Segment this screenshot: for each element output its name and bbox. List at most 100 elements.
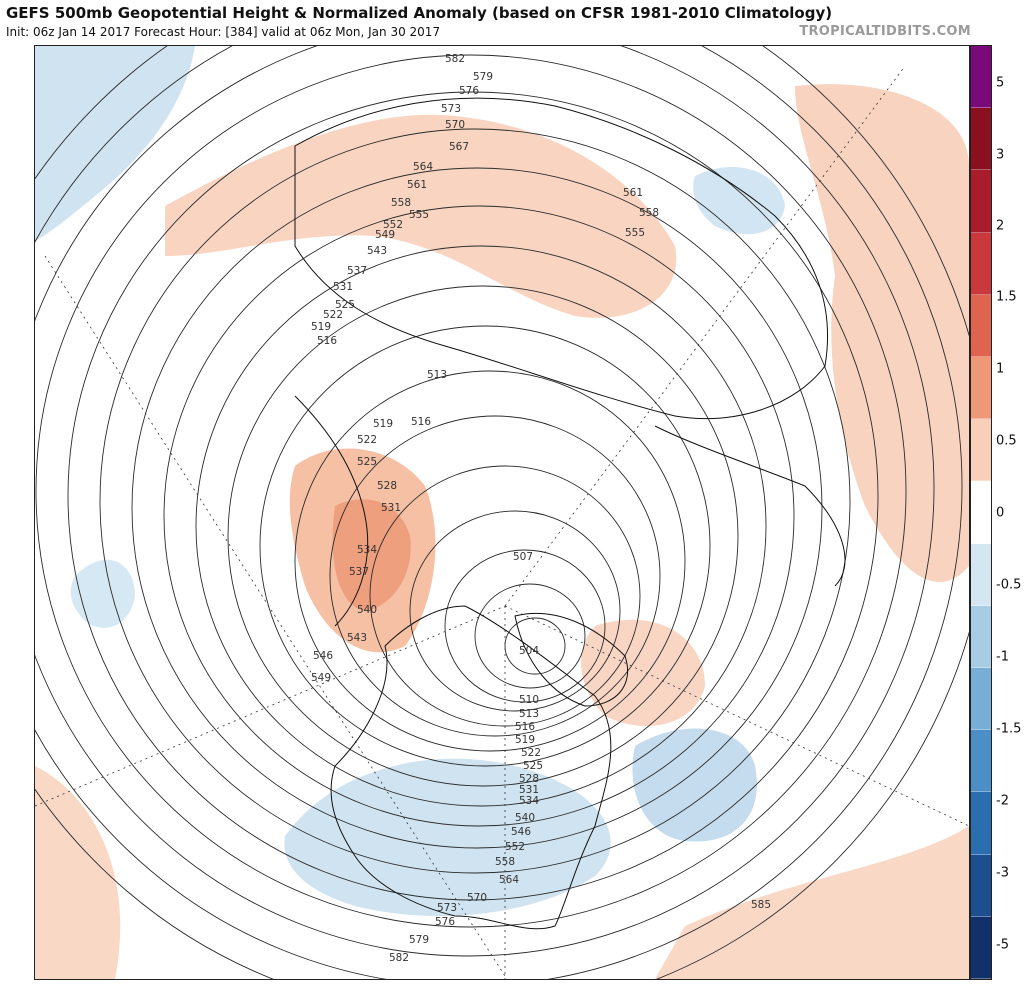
contour-label: 537 bbox=[347, 265, 367, 277]
colorbar-tick-label: -3 bbox=[996, 865, 1009, 881]
contour-label: 552 bbox=[383, 219, 403, 231]
contour-ring bbox=[227, 285, 739, 787]
graticule-line bbox=[504, 605, 969, 827]
contour-label: 525 bbox=[357, 456, 377, 468]
contour-ring bbox=[35, 46, 963, 979]
colorbar-tick-label: 0.5 bbox=[996, 433, 1017, 449]
contour-label: 507 bbox=[513, 551, 533, 563]
anomaly-neg-europe bbox=[693, 167, 785, 235]
colorbar-segment bbox=[971, 605, 991, 668]
map-panel: 582 579 576 573 570 567 564 561 558 555 … bbox=[34, 45, 970, 980]
graticule bbox=[35, 65, 969, 979]
contour-ring bbox=[259, 325, 711, 767]
contour-label: 516 bbox=[411, 416, 431, 428]
colorbar-segment bbox=[971, 854, 991, 917]
contour-ring bbox=[474, 583, 586, 689]
contour-label: 555 bbox=[625, 227, 645, 239]
contour-label: 516 bbox=[317, 335, 337, 347]
contour-label: 528 bbox=[377, 480, 397, 492]
anomaly-pos-siberia bbox=[165, 114, 677, 318]
colorbar-segment bbox=[971, 419, 991, 482]
contour-label: 534 bbox=[519, 795, 539, 807]
contour-ring bbox=[409, 510, 621, 712]
contour-label: 522 bbox=[323, 309, 343, 321]
colorbar-tick-label: -1.5 bbox=[996, 721, 1022, 737]
coastline-north-america bbox=[330, 605, 612, 930]
coastline-greenland bbox=[514, 612, 629, 707]
map-svg: 582 579 576 573 570 567 564 561 558 555 … bbox=[35, 46, 969, 979]
contour-label: 570 bbox=[445, 119, 465, 131]
colorbar-segment bbox=[971, 916, 991, 979]
contour-ring bbox=[99, 128, 851, 874]
graticule-line bbox=[44, 255, 506, 977]
anomaly-neg-atlantic bbox=[632, 728, 757, 842]
graticule-line bbox=[504, 65, 906, 607]
contour-label: 504 bbox=[519, 645, 539, 657]
colorbar-tick-label: -1 bbox=[996, 649, 1009, 665]
colorbar-tick-label: 0 bbox=[996, 505, 1005, 521]
contour-label: 543 bbox=[347, 632, 367, 644]
contour-label: 549 bbox=[375, 229, 395, 241]
colorbar-segment bbox=[971, 357, 991, 420]
contour-label: 582 bbox=[445, 53, 465, 65]
contour-ring bbox=[35, 46, 935, 957]
contour-label: 564 bbox=[413, 161, 433, 173]
anomaly-neg-usa bbox=[284, 758, 611, 916]
anomaly-neg-pacific-nw bbox=[35, 46, 195, 241]
contour-label: 558 bbox=[391, 197, 411, 209]
contour-ring bbox=[35, 54, 907, 928]
colorbar-tick-label: 1 bbox=[996, 361, 1005, 377]
colorbar-segment bbox=[971, 46, 991, 109]
coastlines bbox=[294, 97, 846, 930]
colorbar-segment bbox=[971, 543, 991, 606]
contour-label: 540 bbox=[515, 812, 535, 824]
contour-label: 585 bbox=[751, 899, 771, 911]
anomaly-pos-atlantic bbox=[581, 619, 705, 726]
contour-label: 573 bbox=[437, 902, 457, 914]
colorbar-tick-label: 1.5 bbox=[996, 289, 1017, 305]
coastline-asia bbox=[294, 97, 828, 419]
colorbar-segment bbox=[971, 232, 991, 295]
contour-label: 564 bbox=[499, 874, 519, 886]
contour-label: 525 bbox=[523, 760, 543, 772]
contour-labels: 582 579 576 573 570 567 564 561 558 555 … bbox=[311, 53, 771, 964]
contour-label: 510 bbox=[519, 694, 539, 706]
chart-title: GEFS 500mb Geopotential Height & Normali… bbox=[6, 4, 833, 22]
colorbar-segment bbox=[971, 294, 991, 357]
contour-label: 567 bbox=[449, 141, 469, 153]
contour-label: 513 bbox=[519, 708, 539, 720]
contour-label: 558 bbox=[495, 856, 515, 868]
contour-label: 546 bbox=[313, 650, 333, 662]
contour-ring bbox=[329, 415, 661, 737]
contour-label: 513 bbox=[427, 369, 447, 381]
contour-ring bbox=[504, 617, 566, 675]
graticule-line bbox=[35, 605, 506, 807]
contour-label: 579 bbox=[409, 934, 429, 946]
contour-label: 519 bbox=[311, 321, 331, 333]
contour-label: 525 bbox=[335, 299, 355, 311]
colorbar-segment bbox=[971, 108, 991, 171]
contour-label: 561 bbox=[407, 179, 427, 191]
anomaly-colorbar bbox=[970, 45, 992, 980]
colorbar-tick-label: -0.5 bbox=[996, 577, 1022, 593]
contour-label: 534 bbox=[357, 544, 377, 556]
colorbar-segment bbox=[971, 170, 991, 233]
contour-ring bbox=[67, 91, 879, 901]
contour-label: 576 bbox=[459, 85, 479, 97]
anomaly-pos-south bbox=[655, 826, 969, 979]
anomaly-pos-alaska-core bbox=[332, 499, 411, 611]
contour-label: 570 bbox=[467, 892, 487, 904]
contour-label: 546 bbox=[511, 826, 531, 838]
coastline-europe bbox=[654, 425, 846, 587]
contour-label: 558 bbox=[639, 207, 659, 219]
contour-label: 555 bbox=[409, 209, 429, 221]
colorbar-tick-label: 5 bbox=[996, 75, 1005, 91]
colorbar-segment bbox=[971, 481, 991, 544]
contour-label: 576 bbox=[435, 916, 455, 928]
contour-label: 531 bbox=[333, 281, 353, 293]
anomaly-shading bbox=[35, 46, 969, 979]
contour-label: 552 bbox=[505, 841, 525, 853]
forecast-info: Init: 06z Jan 14 2017 Forecast Hour: [38… bbox=[6, 25, 441, 39]
contour-ring bbox=[195, 245, 767, 807]
contour-label: 519 bbox=[515, 734, 535, 746]
